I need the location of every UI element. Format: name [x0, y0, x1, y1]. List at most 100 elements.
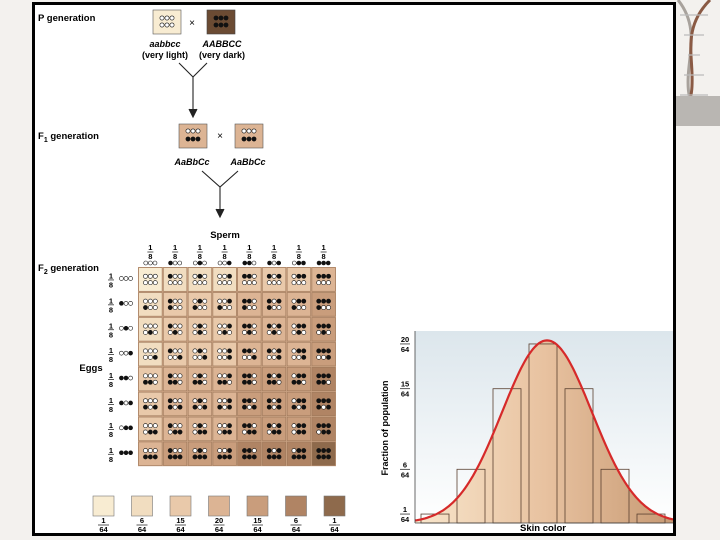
light-allele-dot [177, 323, 183, 329]
dark-allele-dot [197, 273, 203, 279]
light-allele-dot [172, 448, 178, 453]
f1-genotype-right: AaBbCc [229, 157, 265, 167]
light-allele-dot [119, 276, 124, 281]
cell-shade [138, 416, 163, 441]
light-allele-dot [177, 373, 183, 379]
light-allele-dot [167, 280, 173, 286]
cell-shade [163, 391, 188, 416]
dark-allele-dot [316, 298, 322, 304]
dark-allele-dot [147, 379, 153, 385]
dark-allele-dot [217, 404, 223, 410]
light-allele-dot [123, 400, 129, 406]
dark-allele-dot [143, 305, 148, 310]
dark-allele-dot [202, 404, 208, 410]
cell-shade [187, 267, 212, 292]
dark-allele-dot [152, 404, 158, 410]
light-allele-dot [143, 273, 148, 279]
dark-allele-dot [177, 429, 183, 435]
light-allele-dot [172, 404, 178, 410]
dark-allele-dot [301, 423, 307, 429]
sperm-gamete-header: 18 [217, 243, 232, 266]
dark-allele-dot [246, 298, 252, 304]
light-allele-dot [197, 280, 203, 286]
fraction-numerator: 1 [109, 271, 113, 280]
cell-shade [212, 317, 237, 342]
dark-allele-dot [251, 136, 257, 142]
dark-allele-dot [266, 298, 272, 304]
dark-allele-dot [316, 398, 322, 404]
light-allele-dot [251, 298, 257, 304]
dark-allele-dot [321, 373, 327, 379]
phenotype-swatch: 164 [323, 495, 346, 534]
x-axis-label: Skin color [520, 523, 566, 533]
punnett-cell [262, 391, 287, 416]
light-allele-dot [152, 260, 158, 266]
light-allele-dot [148, 260, 153, 266]
cell-shade [311, 391, 336, 416]
phenotype-fraction-numerator: 6 [140, 516, 144, 525]
light-allele-dot [172, 305, 178, 310]
dark-allele-dot [251, 354, 257, 360]
punnett-cell [163, 342, 188, 367]
punnett-cell [212, 441, 237, 466]
light-allele-dot [241, 128, 247, 134]
punnett-cell [237, 416, 262, 441]
dark-allele-dot [167, 298, 173, 304]
cell-shade [163, 342, 188, 367]
cell-shade [138, 292, 163, 317]
punnett-cell [163, 391, 188, 416]
punnett-cell [237, 367, 262, 392]
dark-allele-dot [271, 379, 277, 385]
light-allele-dot [192, 448, 198, 453]
punnett-cell [138, 441, 163, 466]
light-allele-dot [147, 404, 153, 410]
punnett-cell [187, 367, 212, 392]
light-allele-dot [242, 354, 247, 360]
dark-allele-dot [167, 423, 173, 429]
light-allele-dot [246, 404, 252, 410]
dark-allele-dot [321, 448, 327, 453]
dark-allele-dot [172, 429, 178, 435]
light-allele-dot [202, 423, 208, 429]
dark-allele-dot [316, 323, 322, 329]
light-allele-dot [222, 298, 228, 304]
dark-allele-dot [213, 22, 219, 28]
dark-allele-dot [192, 404, 198, 410]
light-allele-dot [167, 330, 173, 335]
dark-allele-dot [266, 448, 272, 453]
light-allele-dot [143, 280, 148, 286]
dark-allele-dot [217, 454, 223, 460]
dark-allele-dot [247, 260, 252, 266]
dark-allele-dot [218, 15, 224, 21]
dark-allele-dot [291, 379, 297, 385]
cell-shade [237, 317, 262, 342]
light-allele-dot [222, 305, 228, 310]
punnett-cell [311, 416, 336, 441]
light-allele-dot [291, 323, 297, 329]
light-allele-dot [251, 373, 257, 379]
dark-allele-dot [301, 323, 307, 329]
punnett-cell [237, 267, 262, 292]
fraction-denominator: 8 [322, 252, 326, 261]
light-allele-dot [177, 423, 183, 429]
dna-helix-decoration [672, 0, 720, 126]
dark-allele-dot [276, 260, 282, 266]
light-allele-dot [202, 273, 208, 279]
dark-allele-dot [128, 350, 133, 356]
light-allele-dot [242, 330, 247, 335]
fraction-numerator: 1 [247, 243, 251, 252]
fraction-numerator: 1 [297, 243, 301, 252]
light-allele-dot [152, 448, 158, 453]
y-tick-numerator: 6 [403, 460, 407, 469]
dark-allele-dot [296, 423, 302, 429]
dark-allele-dot [276, 373, 282, 379]
cell-shade [187, 391, 212, 416]
phenotype-color-box [323, 495, 346, 517]
dark-allele-dot [321, 398, 327, 404]
fraction-numerator: 1 [272, 243, 276, 252]
light-allele-dot [326, 330, 331, 335]
dark-allele-dot [197, 398, 203, 404]
light-allele-dot [217, 429, 223, 435]
dark-allele-dot [316, 423, 322, 429]
